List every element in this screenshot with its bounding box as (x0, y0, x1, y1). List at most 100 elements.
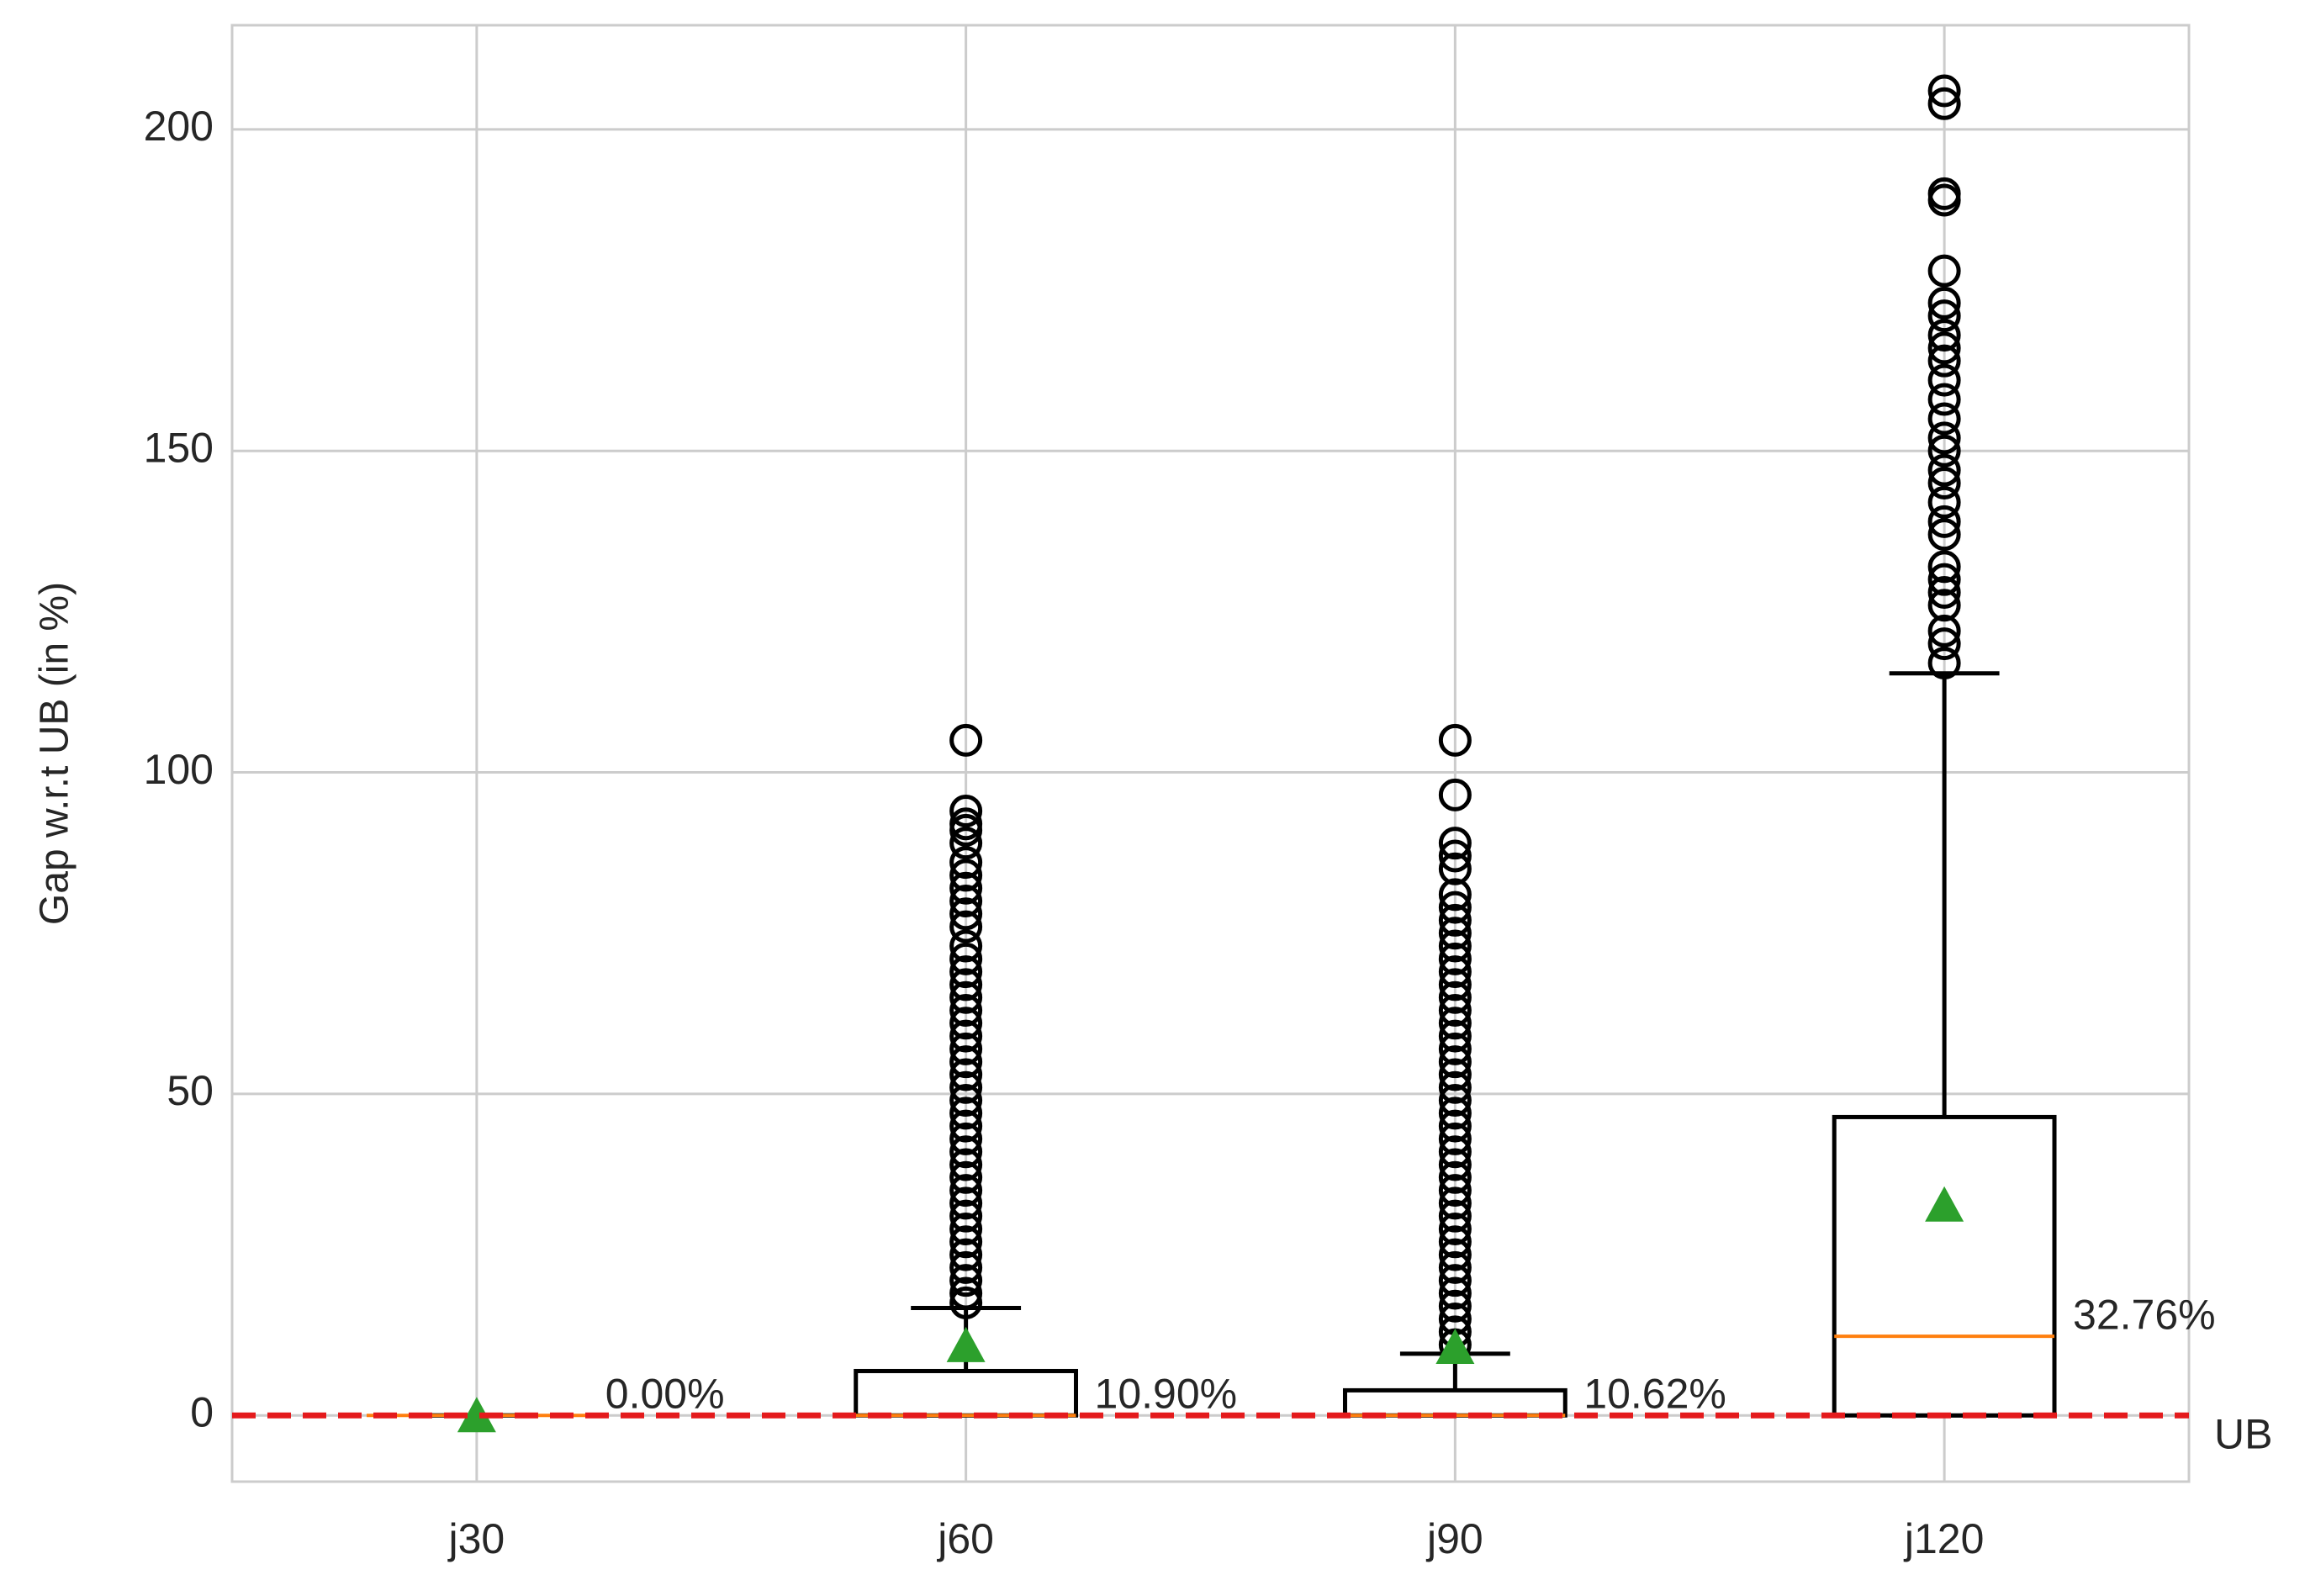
outlier (1438, 1045, 1472, 1079)
outlier (949, 871, 983, 905)
outlier (1438, 1135, 1472, 1169)
box (1342, 1387, 1568, 1418)
outlier (1927, 485, 1961, 519)
y-tick-label: 0 (190, 1388, 214, 1435)
outlier (1927, 74, 1961, 108)
outlier (1438, 1264, 1472, 1297)
outlier (1438, 1032, 1472, 1065)
outlier (1927, 319, 1961, 352)
outlier (1438, 1250, 1472, 1284)
outlier (1438, 839, 1472, 873)
outlier (1438, 1019, 1472, 1053)
y-tick-label: 150 (144, 424, 214, 471)
outlier (1927, 344, 1961, 378)
box (854, 1368, 1079, 1418)
outlier (949, 813, 983, 847)
y-axis-label: Gap w.r.t UB (in %) (33, 582, 77, 925)
x-tick-label: j90 (1425, 1515, 1483, 1562)
outlier (1927, 614, 1961, 647)
y-tick-label: 100 (144, 746, 214, 793)
outlier (1438, 955, 1472, 989)
mean-marker (946, 1326, 986, 1362)
outlier (1438, 1122, 1472, 1155)
outlier (1438, 778, 1472, 811)
mean-label: 10.62% (1583, 1370, 1726, 1417)
mean-marker (457, 1397, 496, 1433)
outlier (1438, 903, 1472, 937)
outlier (1438, 1160, 1472, 1194)
x-tick-label: j30 (447, 1515, 505, 1562)
outlier (949, 897, 983, 931)
outlier (949, 1212, 983, 1245)
outlier (949, 910, 983, 943)
reference-label: UB (2214, 1410, 2272, 1457)
outlier (949, 1160, 983, 1194)
outlier (1438, 1097, 1472, 1130)
outlier (1438, 827, 1472, 860)
outlier (949, 929, 983, 963)
outlier (1438, 1007, 1472, 1040)
outlier (1927, 575, 1961, 609)
mean-marker (1925, 1186, 1964, 1222)
outlier (1927, 466, 1961, 499)
outlier (949, 1032, 983, 1065)
outlier (1927, 331, 1961, 365)
outlier (949, 1135, 983, 1169)
outlier (949, 1238, 983, 1271)
outlier (949, 993, 983, 1027)
outlier (1438, 1289, 1472, 1323)
outlier (949, 1186, 983, 1220)
outlier (949, 859, 983, 892)
outlier (1927, 183, 1961, 217)
outlier (1438, 723, 1472, 757)
outlier (1438, 1238, 1472, 1271)
outlier (1438, 852, 1472, 885)
outlier (949, 1225, 983, 1259)
outlier (949, 1045, 983, 1079)
outlier (1438, 1276, 1472, 1310)
outlier (1927, 518, 1961, 552)
outlier (949, 1286, 983, 1319)
outlier (949, 968, 983, 1001)
outlier (949, 1276, 983, 1310)
outlier (1927, 563, 1961, 596)
outlier (949, 846, 983, 880)
outlier (1438, 1109, 1472, 1143)
mean-label: 10.90% (1095, 1370, 1238, 1417)
outlier (1927, 87, 1961, 120)
outlier (1438, 993, 1472, 1027)
outlier (949, 723, 983, 757)
outlier (1438, 878, 1472, 912)
outlier (1927, 254, 1961, 288)
outlier (949, 1199, 983, 1233)
outlier (1438, 1148, 1472, 1181)
outlier (1438, 1199, 1472, 1233)
outlier (949, 1148, 983, 1181)
mean-label: 0.00% (605, 1370, 725, 1417)
x-tick-label: j120 (1903, 1515, 1985, 1562)
outlier (949, 794, 983, 827)
outlier (949, 884, 983, 917)
outlier (1438, 917, 1472, 950)
outlier (1438, 890, 1472, 924)
outlier (1438, 1174, 1472, 1208)
outlier (949, 1019, 983, 1053)
outlier (949, 1109, 983, 1143)
outlier (949, 1097, 983, 1130)
outlier (1438, 1058, 1472, 1091)
outlier (1927, 627, 1961, 661)
outlier (1438, 1070, 1472, 1104)
outlier (1927, 383, 1961, 416)
outlier (949, 955, 983, 989)
outlier (949, 1250, 983, 1284)
outlier (1927, 505, 1961, 538)
outlier (949, 827, 983, 860)
outlier (1927, 453, 1961, 487)
outlier (1927, 363, 1961, 397)
outlier (949, 1264, 983, 1297)
outlier (1927, 299, 1961, 333)
y-tick-label: 50 (167, 1067, 214, 1114)
outlier (1438, 1212, 1472, 1245)
outlier (1927, 286, 1961, 320)
